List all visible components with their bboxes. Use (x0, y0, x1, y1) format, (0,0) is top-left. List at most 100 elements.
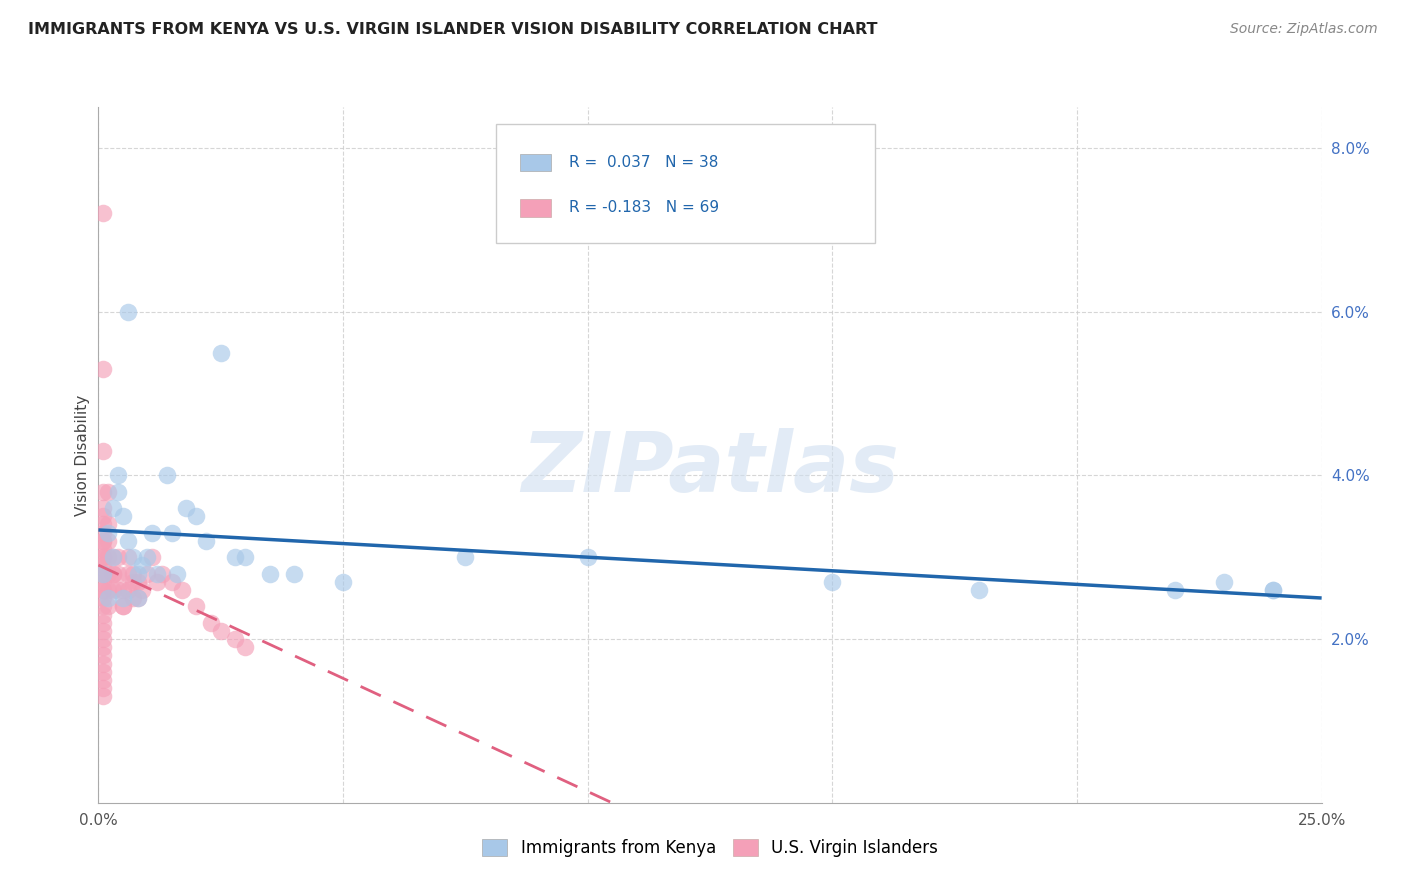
Point (91, 640, 114, 655)
Point (91, 517, 114, 532)
Point (186, 509, 208, 524)
Point (117, 582, 139, 597)
Point (150, 566, 173, 581)
Point (131, 558, 153, 573)
Point (117, 533, 139, 548)
Point (121, 574, 143, 589)
Point (117, 566, 139, 581)
Text: IMMIGRANTS FROM KENYA VS U.S. VIRGIN ISLANDER VISION DISABILITY CORRELATION CHAR: IMMIGRANTS FROM KENYA VS U.S. VIRGIN ISL… (28, 22, 877, 37)
Point (91, 533, 114, 548)
Point (97, 533, 120, 548)
Point (101, 550, 124, 565)
Point (91, 657, 114, 671)
Point (332, 574, 354, 589)
Point (91, 566, 114, 581)
Point (967, 582, 990, 597)
FancyBboxPatch shape (520, 154, 551, 171)
Point (97, 582, 120, 597)
Point (91, 665, 114, 679)
Text: R =  0.037   N = 38: R = 0.037 N = 38 (569, 155, 718, 170)
Point (97, 525, 120, 540)
Point (91, 632, 114, 646)
Point (166, 566, 188, 581)
Point (91, 582, 114, 597)
Point (111, 599, 134, 614)
Point (160, 574, 183, 589)
Point (224, 550, 246, 565)
Point (233, 550, 256, 565)
Point (91, 550, 114, 565)
Point (200, 615, 222, 630)
Point (91, 533, 114, 548)
Point (127, 566, 149, 581)
Point (101, 501, 124, 516)
Point (91, 550, 114, 565)
Point (91, 443, 114, 458)
Point (97, 599, 120, 614)
Point (136, 566, 159, 581)
Point (91, 574, 114, 589)
Point (91, 599, 114, 614)
Point (283, 566, 305, 581)
Point (101, 566, 124, 581)
Point (91, 206, 114, 220)
Point (107, 468, 129, 483)
Point (160, 525, 183, 540)
Point (91, 509, 114, 524)
Point (170, 582, 193, 597)
Point (233, 640, 256, 655)
Point (91, 566, 114, 581)
Point (91, 673, 114, 687)
FancyBboxPatch shape (496, 124, 875, 243)
Point (91, 607, 114, 622)
Text: ZIPatlas: ZIPatlas (522, 428, 898, 509)
Point (176, 501, 198, 516)
Point (107, 550, 129, 565)
Point (121, 550, 143, 565)
Point (101, 566, 124, 581)
Point (97, 591, 120, 606)
Point (97, 566, 120, 581)
Point (209, 345, 232, 359)
Point (259, 566, 281, 581)
FancyBboxPatch shape (520, 199, 551, 217)
Point (117, 304, 139, 318)
Point (97, 550, 120, 565)
Point (454, 550, 477, 565)
Point (141, 550, 163, 565)
Point (91, 542, 114, 557)
Point (91, 690, 114, 704)
Point (91, 681, 114, 696)
Point (821, 574, 844, 589)
Point (91, 558, 114, 573)
Text: Source: ZipAtlas.com: Source: ZipAtlas.com (1230, 22, 1378, 37)
Point (91, 484, 114, 499)
Point (127, 591, 149, 606)
Point (107, 566, 129, 581)
Point (91, 501, 114, 516)
Point (186, 599, 208, 614)
Point (141, 525, 163, 540)
Y-axis label: Vision Disability: Vision Disability (75, 394, 90, 516)
Point (121, 591, 143, 606)
Point (1164, 582, 1187, 597)
Point (91, 582, 114, 597)
Point (117, 550, 139, 565)
Point (576, 550, 599, 565)
Point (209, 624, 232, 638)
Point (101, 582, 124, 597)
Point (195, 533, 218, 548)
Point (91, 615, 114, 630)
Point (107, 484, 129, 499)
Point (111, 599, 134, 614)
Point (1261, 582, 1284, 597)
Point (127, 574, 149, 589)
Point (91, 525, 114, 540)
Point (107, 582, 129, 597)
Point (127, 591, 149, 606)
Point (156, 468, 179, 483)
Point (91, 591, 114, 606)
Point (121, 566, 143, 581)
Point (101, 550, 124, 565)
Point (111, 591, 134, 606)
